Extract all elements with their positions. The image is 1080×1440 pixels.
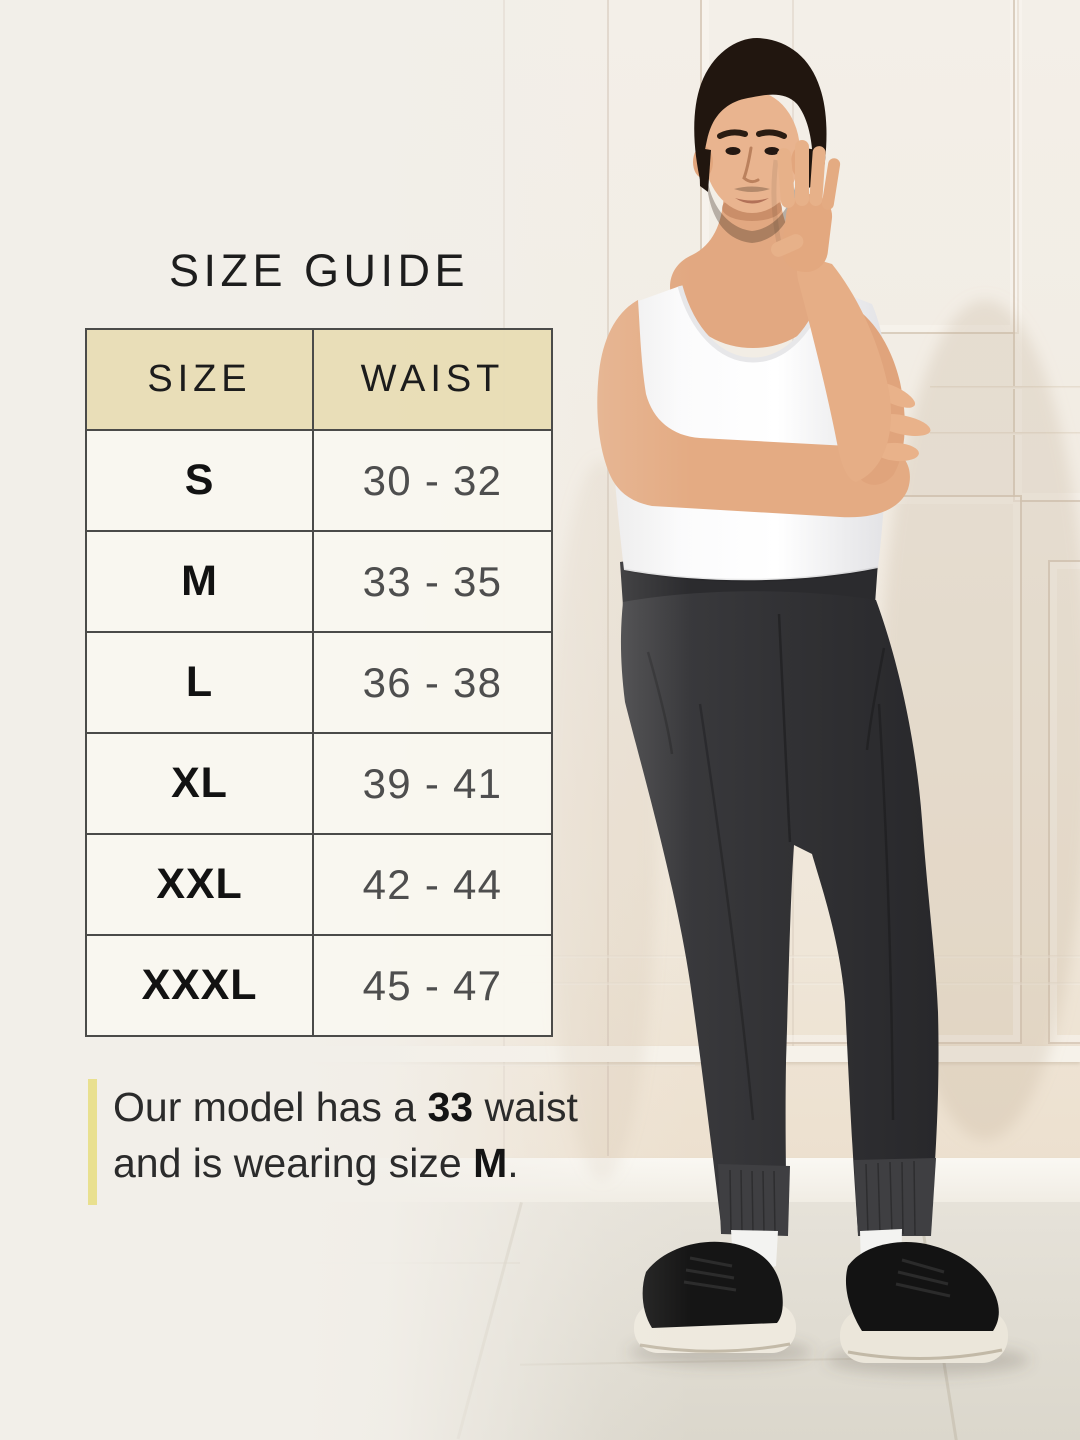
note-waist-value: 33 [427,1084,474,1130]
column-header-size: SIZE [85,328,314,431]
table-header-row: SIZE WAIST [85,328,554,431]
table-row: S 30 - 32 [85,429,554,532]
accent-bar [88,1079,97,1205]
table-row: M 33 - 35 [85,530,554,633]
waist-cell: 45 - 47 [311,934,554,1037]
page-title: SIZE GUIDE [168,245,470,296]
size-cell: XL [85,732,314,835]
table-row: XL 39 - 41 [85,732,554,835]
model-sneakers [634,1241,1008,1363]
note-line2-prefix: and is wearing size [113,1140,474,1186]
note-text: Our model has a 33 waist and is wearing … [113,1079,583,1205]
note-line1-prefix: Our model has a [113,1084,428,1130]
size-cell: XXL [85,833,314,936]
size-table: SIZE WAIST S 30 - 32 M 33 - 35 L 36 - 38… [85,328,554,1037]
size-cell: L [85,631,314,734]
size-cell: M [85,530,314,633]
waist-cell: 42 - 44 [311,833,554,936]
size-cell: XXXL [85,934,314,1037]
column-header-waist: WAIST [311,328,554,431]
model-joggers [620,553,939,1236]
waist-cell: 33 - 35 [311,530,554,633]
table-row: XXL 42 - 44 [85,833,554,936]
waist-cell: 39 - 41 [311,732,554,835]
note-line2-suffix: . [507,1140,519,1186]
size-cell: S [85,429,314,532]
note-size-value: M [473,1140,508,1186]
jogger-cuff [718,1164,790,1236]
waist-cell: 30 - 32 [311,429,554,532]
table-row: XXXL 45 - 47 [85,934,554,1037]
note-line1-suffix: waist [473,1084,578,1130]
model-size-note: Our model has a 33 waist and is wearing … [88,1079,583,1205]
waist-cell: 36 - 38 [311,631,554,734]
table-row: L 36 - 38 [85,631,554,734]
